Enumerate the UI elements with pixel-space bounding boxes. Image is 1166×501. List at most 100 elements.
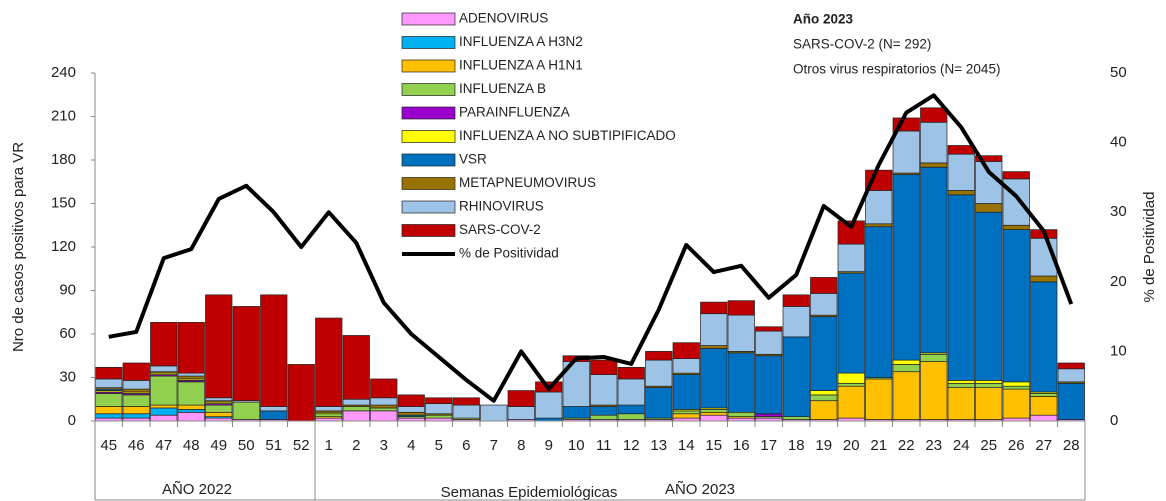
bar-segment (1002, 229, 1030, 383)
bar-segment (425, 414, 453, 419)
x-tick-label: 14 (678, 437, 695, 454)
legend-swatch (401, 36, 456, 49)
x-tick-label: 25 (980, 437, 997, 454)
y-tick-label: 60 (59, 325, 76, 342)
bar-segment (947, 190, 975, 196)
bar-segment (150, 404, 178, 409)
bar-segment (315, 413, 343, 417)
x-tick-label: 6 (462, 437, 470, 454)
x-tick-label: 3 (380, 437, 388, 454)
bar-segment (755, 330, 783, 355)
bar-segment (177, 409, 205, 413)
bar-segment (645, 351, 673, 361)
bar-segment (342, 398, 370, 406)
bar-segment (1030, 414, 1058, 422)
bar-segment (892, 130, 920, 174)
bar-segment (700, 414, 728, 422)
bar-segment (177, 372, 205, 377)
x-tick-label: 47 (155, 437, 172, 454)
x-axis-title: Semanas Epidemiológicas (441, 484, 618, 501)
bar-segment (1030, 393, 1058, 397)
bar-segment (95, 393, 123, 407)
bar-segment (590, 359, 618, 375)
bar-segment (1002, 224, 1030, 230)
bar-segment (865, 378, 893, 420)
bar-segment (782, 336, 810, 417)
x-tick-label: 28 (1063, 437, 1080, 454)
bar-segment (342, 335, 370, 400)
bar-segment (260, 406, 288, 412)
bar-segment (645, 359, 673, 387)
bar-segment (562, 406, 590, 419)
legend-swatch (401, 106, 456, 120)
legend-label: INFLUENZA A NO SUBTIPIFICADO (459, 128, 676, 143)
bar-segment (122, 394, 150, 407)
bar-segment (342, 406, 370, 412)
bar-segment (397, 411, 425, 416)
bar-segment (810, 394, 838, 402)
x-tick-label: 17 (760, 437, 777, 454)
bar-segment (837, 372, 865, 384)
bar-segment (947, 387, 975, 420)
y2-tick-label: 40 (1110, 134, 1127, 151)
bar-segment (370, 407, 398, 412)
annotation-line: Otros virus respiratorios (N= 2045) (793, 62, 1000, 77)
bar-segment (95, 367, 123, 380)
bar-segment (205, 411, 233, 417)
bar-segment (727, 314, 755, 352)
bar-segment (232, 306, 260, 402)
x-tick-label: 50 (238, 437, 255, 454)
group-label: AÑO 2023 (665, 481, 735, 498)
bar-segment (370, 410, 398, 422)
legend-label: INFLUENZA A H1N1 (459, 58, 583, 73)
bar-segment (782, 416, 810, 420)
legend-label: ADENOVIRUS (459, 11, 548, 26)
bar-segment (700, 345, 728, 349)
bar-segment (975, 380, 1003, 384)
legend-label: PARAINFLUENZA (459, 105, 570, 120)
bar-segment (1030, 275, 1058, 283)
x-tick-label: 2 (352, 437, 360, 454)
bar-segment (590, 414, 618, 420)
legend-label: VSR (459, 152, 487, 167)
x-tick-label: 49 (210, 437, 227, 454)
group-label: AÑO 2022 (162, 481, 232, 498)
x-tick-label: 21 (870, 437, 887, 454)
y-tick-label: 180 (51, 151, 76, 168)
x-tick-label: 27 (1035, 437, 1052, 454)
bar-segment (700, 348, 728, 409)
bar-segment (370, 397, 398, 406)
bar-segment (920, 166, 948, 354)
bar-segment (700, 301, 728, 315)
y-tick-label: 150 (51, 194, 76, 211)
bar-segment (232, 401, 260, 420)
legend-swatch (401, 200, 456, 214)
bar-segment (810, 400, 838, 420)
bar-segment (177, 404, 205, 410)
bar-segment (95, 406, 123, 415)
bar-segment (755, 355, 783, 415)
y2-axis-title: % de Positividad (1141, 192, 1158, 303)
bar-segment (452, 404, 480, 419)
bar-segment (810, 316, 838, 391)
bar-segment (1002, 171, 1030, 180)
legend-label: METAPNEUMOVIRUS (459, 175, 596, 190)
bar-segment (590, 406, 618, 416)
bar-segment (342, 410, 370, 422)
legend-label: SARS-COV-2 (459, 222, 541, 237)
bar-segment (122, 380, 150, 390)
bar-segment (892, 174, 920, 361)
bar-segment (810, 277, 838, 294)
bar-segment (1030, 237, 1058, 277)
x-tick-label: 10 (568, 437, 585, 454)
y-tick-label: 210 (51, 107, 76, 124)
x-tick-label: 51 (265, 437, 282, 454)
bar-segment (205, 404, 233, 413)
legend-label: INFLUENZA B (459, 81, 546, 96)
bar-segment (755, 413, 783, 417)
bar-segment (315, 317, 343, 407)
bar-segment (260, 410, 288, 420)
bar-segment (122, 406, 150, 415)
y2-tick-label: 10 (1110, 342, 1127, 359)
bar-segment (892, 359, 920, 365)
